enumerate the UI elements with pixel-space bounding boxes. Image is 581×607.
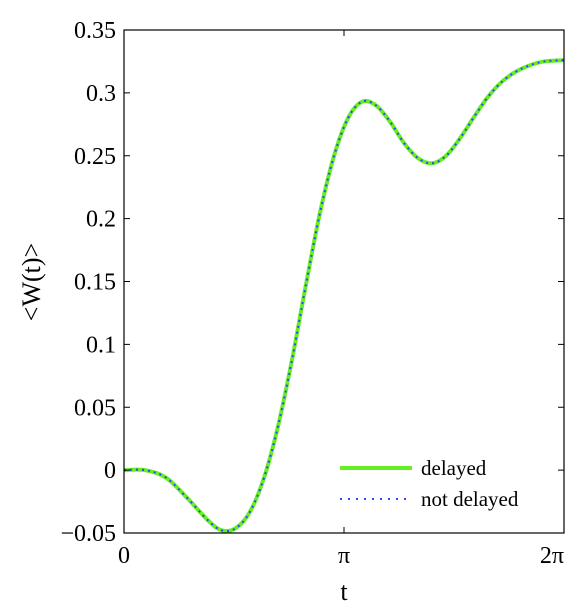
x-tick-label: π	[338, 543, 350, 569]
x-tick-label: 0	[118, 543, 130, 569]
x-tick-label: 2π	[540, 543, 564, 569]
y-tick-label: 0	[104, 458, 116, 484]
legend-label-1: delayed	[421, 456, 487, 480]
legend: delayed not delayed	[340, 456, 519, 511]
series-line-2	[123, 59, 565, 533]
y-tick-label: 0.3	[86, 81, 116, 107]
series-line-1	[123, 58, 565, 534]
legend-label-2: not delayed	[421, 487, 519, 511]
x-axis-label: t	[340, 577, 348, 606]
y-tick-label: −0.05	[60, 521, 116, 547]
y-tick-label: 0.35	[74, 18, 116, 44]
y-tick-label: 0.15	[74, 270, 116, 296]
y-tick-label: 0.2	[86, 207, 116, 233]
series-layer	[123, 58, 565, 534]
plot-frame	[123, 29, 565, 534]
y-axis-label: <W(t)>	[17, 243, 46, 321]
y-tick-label: 0.1	[86, 332, 116, 358]
y-tick-label: 0.05	[74, 395, 116, 421]
y-tick-label: 0.25	[74, 144, 116, 170]
